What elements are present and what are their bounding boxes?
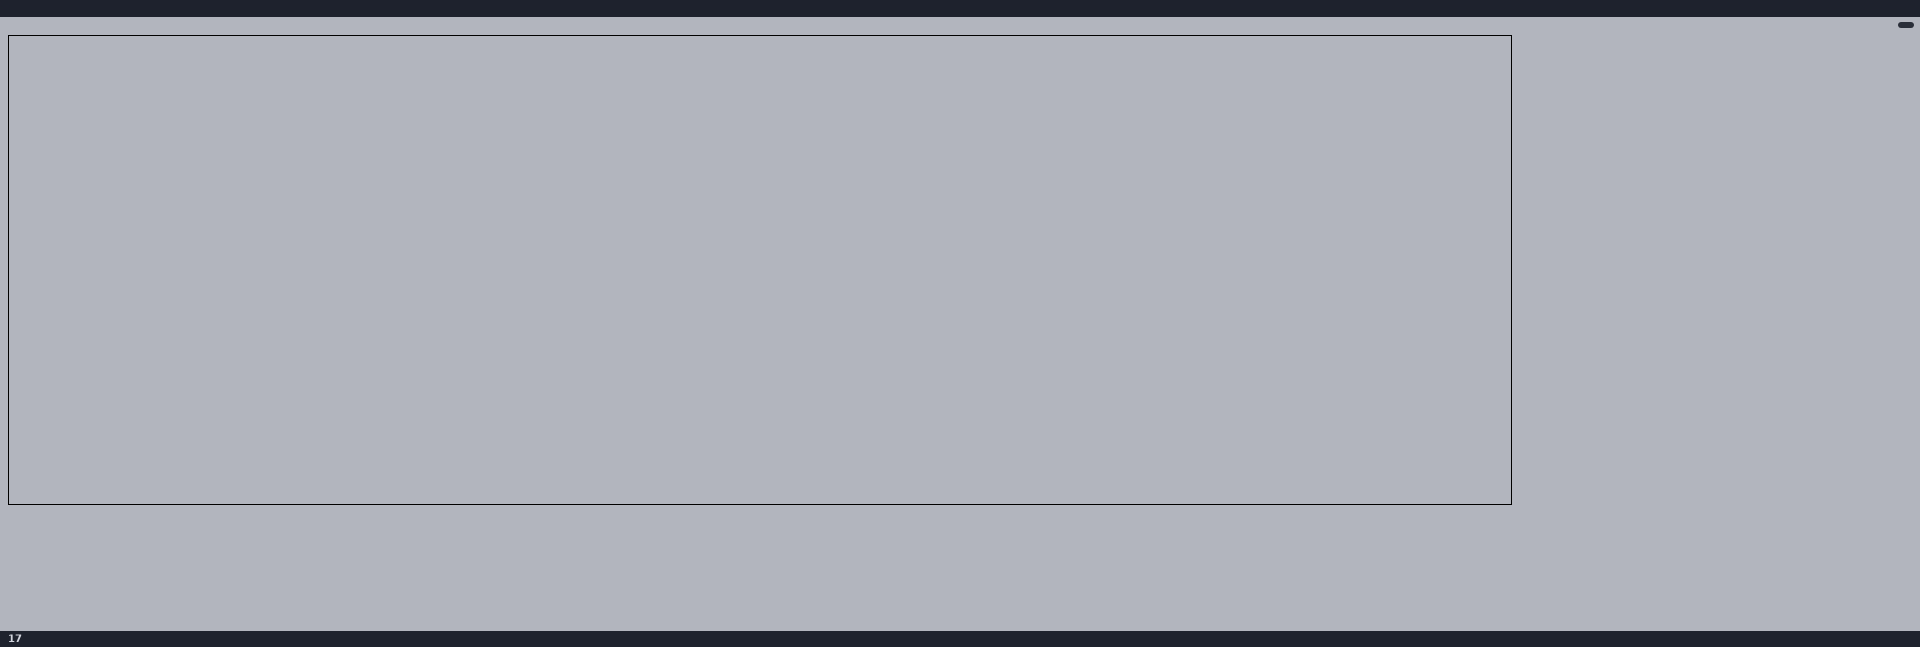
symbol-info-bar — [0, 17, 1920, 35]
currency-badge[interactable] — [1898, 22, 1914, 28]
price-chart[interactable] — [8, 35, 1512, 505]
price-axis[interactable] — [1514, 35, 1569, 505]
footer: 𝟭𝟳 — [0, 631, 1920, 647]
time-axis[interactable] — [8, 506, 1512, 524]
tradingview-logo-icon: 𝟭𝟳 — [8, 634, 22, 645]
publish-header — [0, 0, 1920, 17]
